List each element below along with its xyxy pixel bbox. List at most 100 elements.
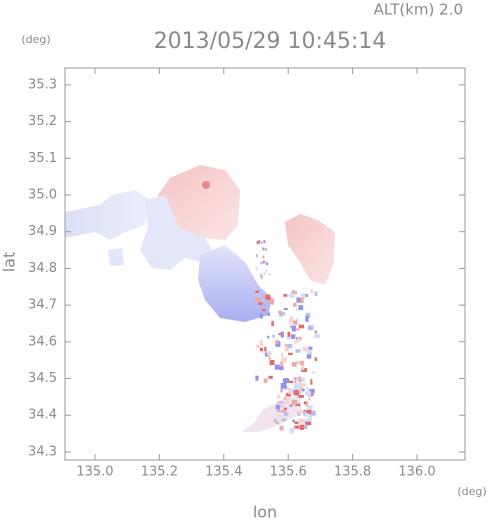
speckle (295, 328, 300, 331)
speckle (288, 352, 293, 356)
x-tick-label: 136.0 (398, 465, 435, 480)
speckle (267, 312, 270, 316)
speckle (294, 377, 297, 383)
speckle (300, 383, 306, 387)
speckle (269, 359, 275, 366)
speckle (302, 346, 308, 352)
speckle (286, 336, 292, 340)
speckle (279, 366, 284, 371)
speckle (260, 261, 263, 265)
x-unit: (deg) (457, 485, 486, 498)
speckle (280, 352, 284, 357)
speckle (264, 346, 267, 353)
x-tick-label: 135.4 (205, 465, 242, 480)
speckle (276, 421, 280, 425)
speckle (262, 247, 265, 251)
speckle (259, 347, 263, 352)
speckle (308, 415, 312, 422)
speckle (263, 295, 266, 298)
speckle (295, 403, 301, 407)
speckle (256, 241, 259, 245)
speckle (280, 331, 284, 338)
speckle (303, 411, 307, 416)
speckle (278, 310, 282, 314)
speckle (280, 361, 284, 367)
speckle (265, 294, 271, 300)
speckle (258, 240, 261, 244)
y-tick-label: 34.9 (28, 224, 57, 239)
x-tick-label: 135.0 (76, 465, 113, 480)
speckle (296, 360, 303, 365)
speckle (309, 410, 316, 416)
speckle (263, 240, 266, 244)
speckle (264, 260, 267, 264)
speckle (280, 410, 286, 413)
speckle (274, 364, 280, 370)
speckle (285, 397, 290, 404)
speckle (277, 402, 284, 407)
speckle (296, 297, 301, 303)
y-tick-label: 34.7 (28, 298, 57, 313)
speckle (258, 302, 263, 305)
speckle (255, 290, 260, 293)
speckle (298, 324, 305, 329)
x-tick-label: 135.2 (141, 465, 178, 480)
speckle (255, 375, 259, 381)
speckle (300, 377, 303, 383)
echo-region (65, 190, 150, 240)
speckle (263, 272, 266, 276)
speckle (285, 378, 290, 383)
speckle (305, 312, 311, 319)
speckle (306, 354, 312, 359)
speckle (283, 308, 288, 311)
speckle (308, 346, 313, 351)
speckle (266, 262, 269, 266)
echo-core (202, 181, 210, 189)
speckle (262, 351, 269, 354)
speckle (295, 318, 299, 323)
speckle (298, 418, 304, 425)
speckle (293, 409, 296, 413)
speckle (287, 331, 291, 337)
speckle (296, 338, 301, 343)
speckle (309, 388, 315, 394)
speckle (294, 340, 298, 344)
speckle (265, 248, 268, 252)
y-unit: (deg) (21, 33, 50, 46)
speckle (274, 418, 277, 423)
speckle (272, 334, 275, 338)
x-tick-label: 135.8 (334, 465, 371, 480)
speckle (291, 325, 297, 332)
speckle (291, 399, 298, 405)
speckle (290, 316, 294, 322)
speckle (278, 333, 282, 336)
echo-region (242, 395, 302, 432)
speckle (305, 401, 309, 407)
speckle (287, 388, 293, 394)
speckle (271, 321, 274, 327)
speckle (297, 410, 304, 415)
speckle (268, 272, 271, 276)
speckle (268, 298, 275, 305)
y-axis-label: lat (0, 252, 19, 273)
speckle (287, 344, 293, 349)
speckle (260, 241, 263, 245)
speckle (302, 424, 308, 430)
speckle (295, 349, 301, 353)
echo-region (108, 248, 124, 266)
echo-region (158, 165, 240, 240)
altitude-label: ALT(km) 2.0 (374, 1, 463, 19)
y-tick-label: 35.0 (28, 187, 57, 202)
speckle (278, 415, 283, 418)
y-tick-label: 35.2 (28, 114, 57, 129)
speckle (298, 395, 304, 398)
speckle (283, 294, 288, 297)
speckle (292, 320, 298, 325)
y-tick-label: 34.5 (28, 371, 57, 386)
speckle (305, 315, 309, 322)
speckle (310, 290, 314, 293)
speckle (262, 255, 265, 259)
speckle (277, 394, 281, 399)
speckle (284, 386, 290, 391)
speckle (260, 274, 263, 278)
